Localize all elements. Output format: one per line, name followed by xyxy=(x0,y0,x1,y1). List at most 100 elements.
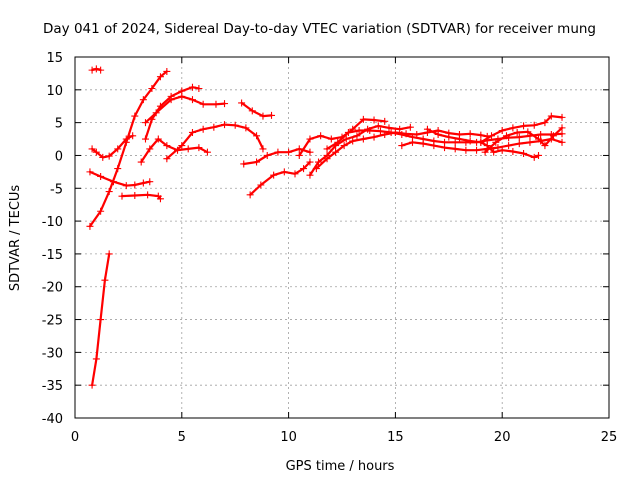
data-point xyxy=(327,135,335,143)
data-point xyxy=(359,135,367,143)
y-tick-label: -30 xyxy=(42,346,63,361)
data-point xyxy=(355,127,363,135)
data-point xyxy=(99,153,107,161)
y-tick-label: -40 xyxy=(42,412,63,427)
data-point xyxy=(221,100,229,108)
data-point xyxy=(195,85,203,93)
data-point xyxy=(92,355,100,363)
data-point xyxy=(376,127,384,135)
data-point xyxy=(466,130,474,138)
series-line xyxy=(88,70,168,228)
data-point xyxy=(152,109,160,117)
data-point xyxy=(477,138,485,146)
data-point xyxy=(315,158,323,166)
x-tick-labels: 0 5 10 15 20 25 xyxy=(71,430,617,445)
data-point xyxy=(291,170,299,178)
data-point xyxy=(344,128,352,136)
data-point xyxy=(101,276,109,284)
y-axis-label: SDTVAR / TECUs xyxy=(8,185,23,292)
data-point xyxy=(144,191,152,199)
data-point xyxy=(253,132,261,140)
data-point xyxy=(88,66,96,74)
data-point xyxy=(163,155,171,163)
data-point xyxy=(154,135,162,143)
data-point xyxy=(488,132,496,140)
series-arc-19 xyxy=(423,125,543,161)
series-arc-13 xyxy=(246,158,314,199)
data-point xyxy=(340,142,348,150)
data-point xyxy=(109,178,117,186)
series-line xyxy=(240,101,273,118)
data-point xyxy=(156,73,164,81)
data-point xyxy=(353,132,361,140)
data-point xyxy=(257,181,265,189)
data-point xyxy=(306,158,314,166)
series-line xyxy=(120,193,162,200)
series-arc-04 xyxy=(88,132,137,161)
data-point xyxy=(137,158,145,166)
data-point xyxy=(268,111,276,119)
data-point xyxy=(97,66,105,74)
data-point xyxy=(86,222,94,230)
data-point xyxy=(535,151,543,159)
data-point xyxy=(451,138,459,146)
data-point xyxy=(455,135,463,143)
data-point xyxy=(520,122,528,130)
data-point xyxy=(524,128,532,136)
data-point xyxy=(178,92,186,100)
data-point xyxy=(423,125,431,133)
data-point xyxy=(163,142,171,150)
data-point xyxy=(195,144,203,152)
data-point xyxy=(178,142,186,150)
data-point xyxy=(248,107,256,115)
series-arc-11 xyxy=(238,99,276,120)
data-point xyxy=(231,121,239,129)
series-arc-05 xyxy=(86,168,154,190)
series-arc-01 xyxy=(88,250,113,389)
data-point xyxy=(374,122,382,130)
y-tick-label: 15 xyxy=(46,51,63,66)
data-point xyxy=(494,144,502,152)
x-tick-label: 25 xyxy=(601,430,618,445)
data-point xyxy=(141,119,149,127)
data-point xyxy=(129,132,137,140)
y-tick-label: -35 xyxy=(42,379,63,394)
data-point xyxy=(253,158,261,166)
data-point xyxy=(312,165,320,173)
data-point xyxy=(210,123,218,131)
data-point xyxy=(408,138,416,146)
data-point xyxy=(97,207,105,215)
data-point xyxy=(212,100,220,108)
data-point xyxy=(477,131,485,139)
y-tick-label: 5 xyxy=(55,117,63,132)
data-point xyxy=(203,148,211,156)
data-point xyxy=(396,125,404,133)
series-arc-20 xyxy=(477,112,566,146)
data-point xyxy=(114,145,122,153)
data-point xyxy=(492,138,500,146)
data-point xyxy=(434,130,442,138)
series-arc-16 xyxy=(312,127,491,173)
x-tick-label: 5 xyxy=(178,430,186,445)
data-point xyxy=(370,116,378,124)
data-point xyxy=(146,178,154,186)
data-point xyxy=(141,135,149,143)
chart-title: Day 041 of 2024, Sidereal Day-to-day VTE… xyxy=(43,21,596,37)
data-point xyxy=(520,149,528,157)
data-point xyxy=(323,155,331,163)
data-point xyxy=(246,191,254,199)
series-arc-03 xyxy=(86,67,171,230)
data-point xyxy=(285,148,293,156)
data-point xyxy=(535,135,543,143)
y-tick-labels: 15 10 5 0 -5 -10 -15 -20 -25 -30 -35 -40 xyxy=(42,51,63,427)
data-point xyxy=(188,83,196,91)
data-point xyxy=(306,148,314,156)
data-point xyxy=(300,165,308,173)
data-point xyxy=(530,153,538,161)
data-point xyxy=(105,250,113,258)
data-point xyxy=(349,137,357,145)
series-arc-12 xyxy=(240,145,314,168)
data-point xyxy=(509,124,517,132)
data-point xyxy=(483,142,491,150)
